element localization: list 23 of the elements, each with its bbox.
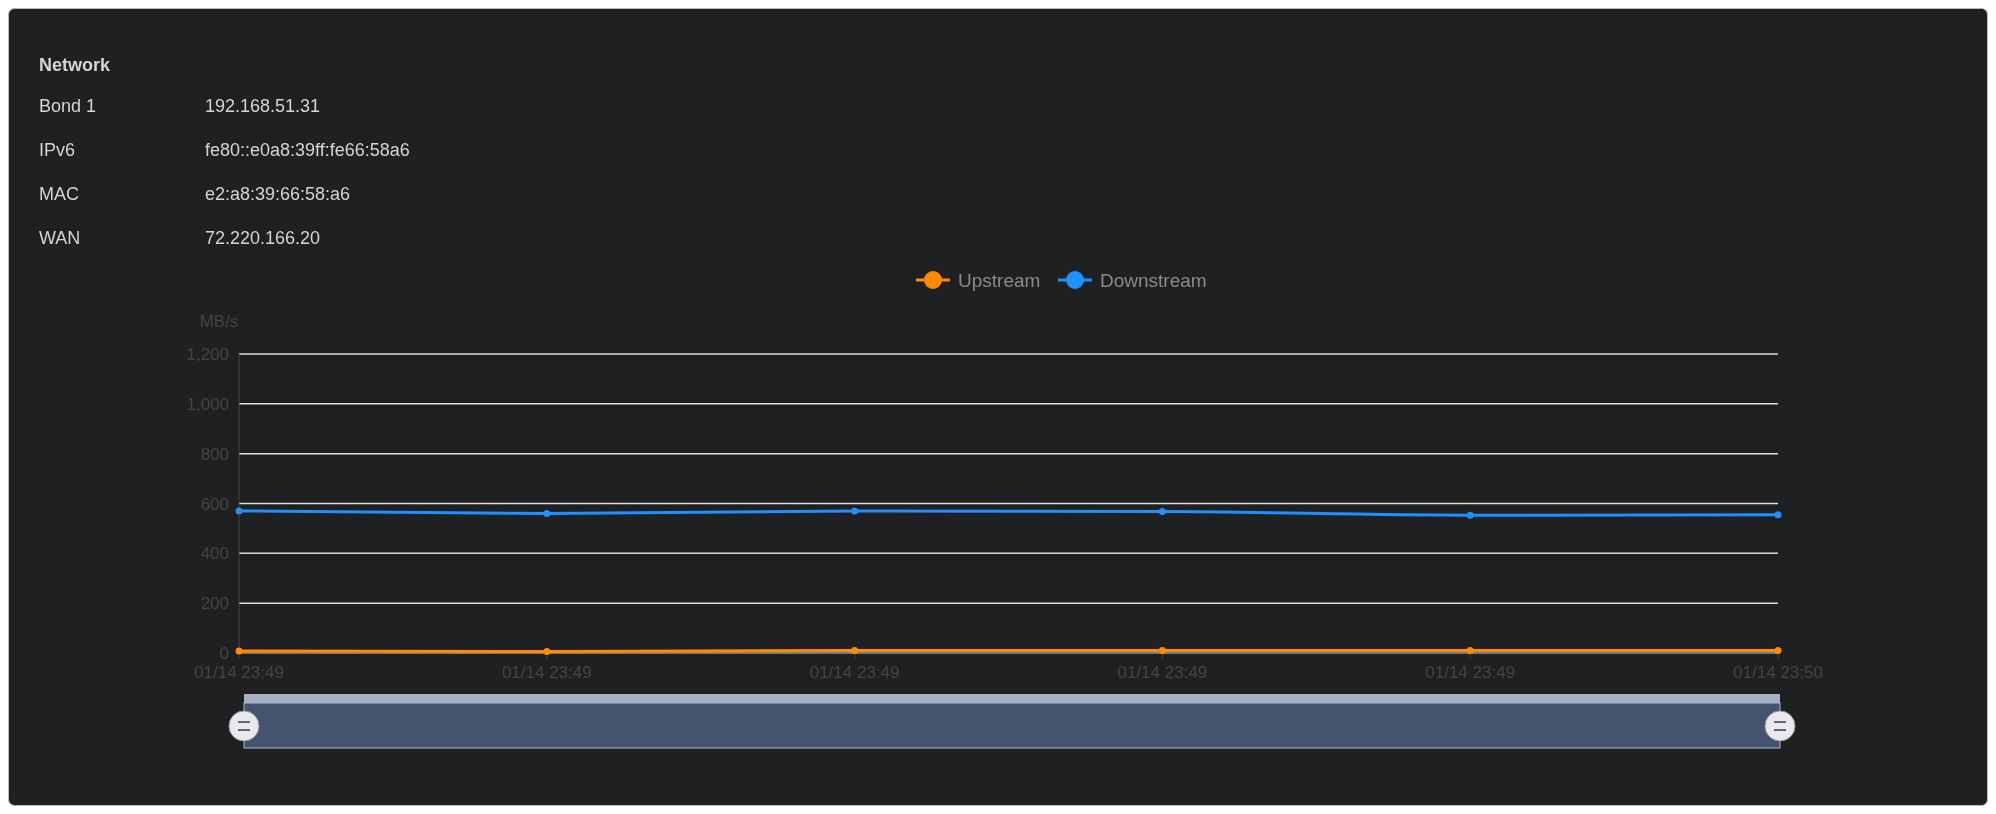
point (235, 647, 243, 655)
legend-label: Upstream (958, 270, 1041, 291)
point (1774, 511, 1782, 519)
text: Bond 1 (39, 96, 97, 116)
text: WAN (39, 228, 81, 248)
point (1158, 647, 1166, 655)
point (543, 648, 551, 656)
point (1466, 511, 1474, 519)
point (1774, 647, 1782, 655)
point (851, 647, 859, 655)
point (543, 509, 551, 517)
text: MAC (39, 184, 79, 204)
point (1466, 647, 1474, 655)
text: e2:a8:39:66:58:a6 (205, 184, 351, 204)
text: 192.168.51.31 (205, 96, 321, 116)
text: IPv6 (39, 140, 76, 160)
point (851, 507, 859, 515)
point (1158, 507, 1166, 515)
legend-label: Downstream (1100, 270, 1207, 291)
text: 72.220.166.20 (205, 228, 321, 248)
text: Network (39, 55, 111, 75)
text: fe80::e0a8:39ff:fe66:58a6 (205, 140, 410, 160)
point (235, 507, 243, 515)
